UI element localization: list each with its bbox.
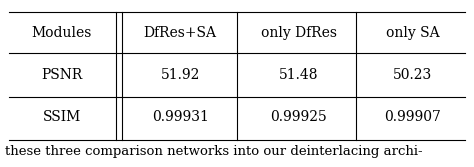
Text: PSNR: PSNR [41,68,82,82]
Text: SSIM: SSIM [43,110,81,124]
Text: 51.48: 51.48 [279,68,319,82]
Text: only SA: only SA [385,26,439,40]
Text: Modules: Modules [31,26,92,40]
Text: 51.92: 51.92 [160,68,200,82]
Text: 0.99907: 0.99907 [384,110,441,124]
Text: DfRes+SA: DfRes+SA [144,26,217,40]
Text: 50.23: 50.23 [393,68,432,82]
Text: these three comparison networks into our deinterlacing archi-: these three comparison networks into our… [5,145,422,158]
Text: 0.99931: 0.99931 [152,110,209,124]
Text: only DfRes: only DfRes [261,26,337,40]
Text: 0.99925: 0.99925 [270,110,327,124]
